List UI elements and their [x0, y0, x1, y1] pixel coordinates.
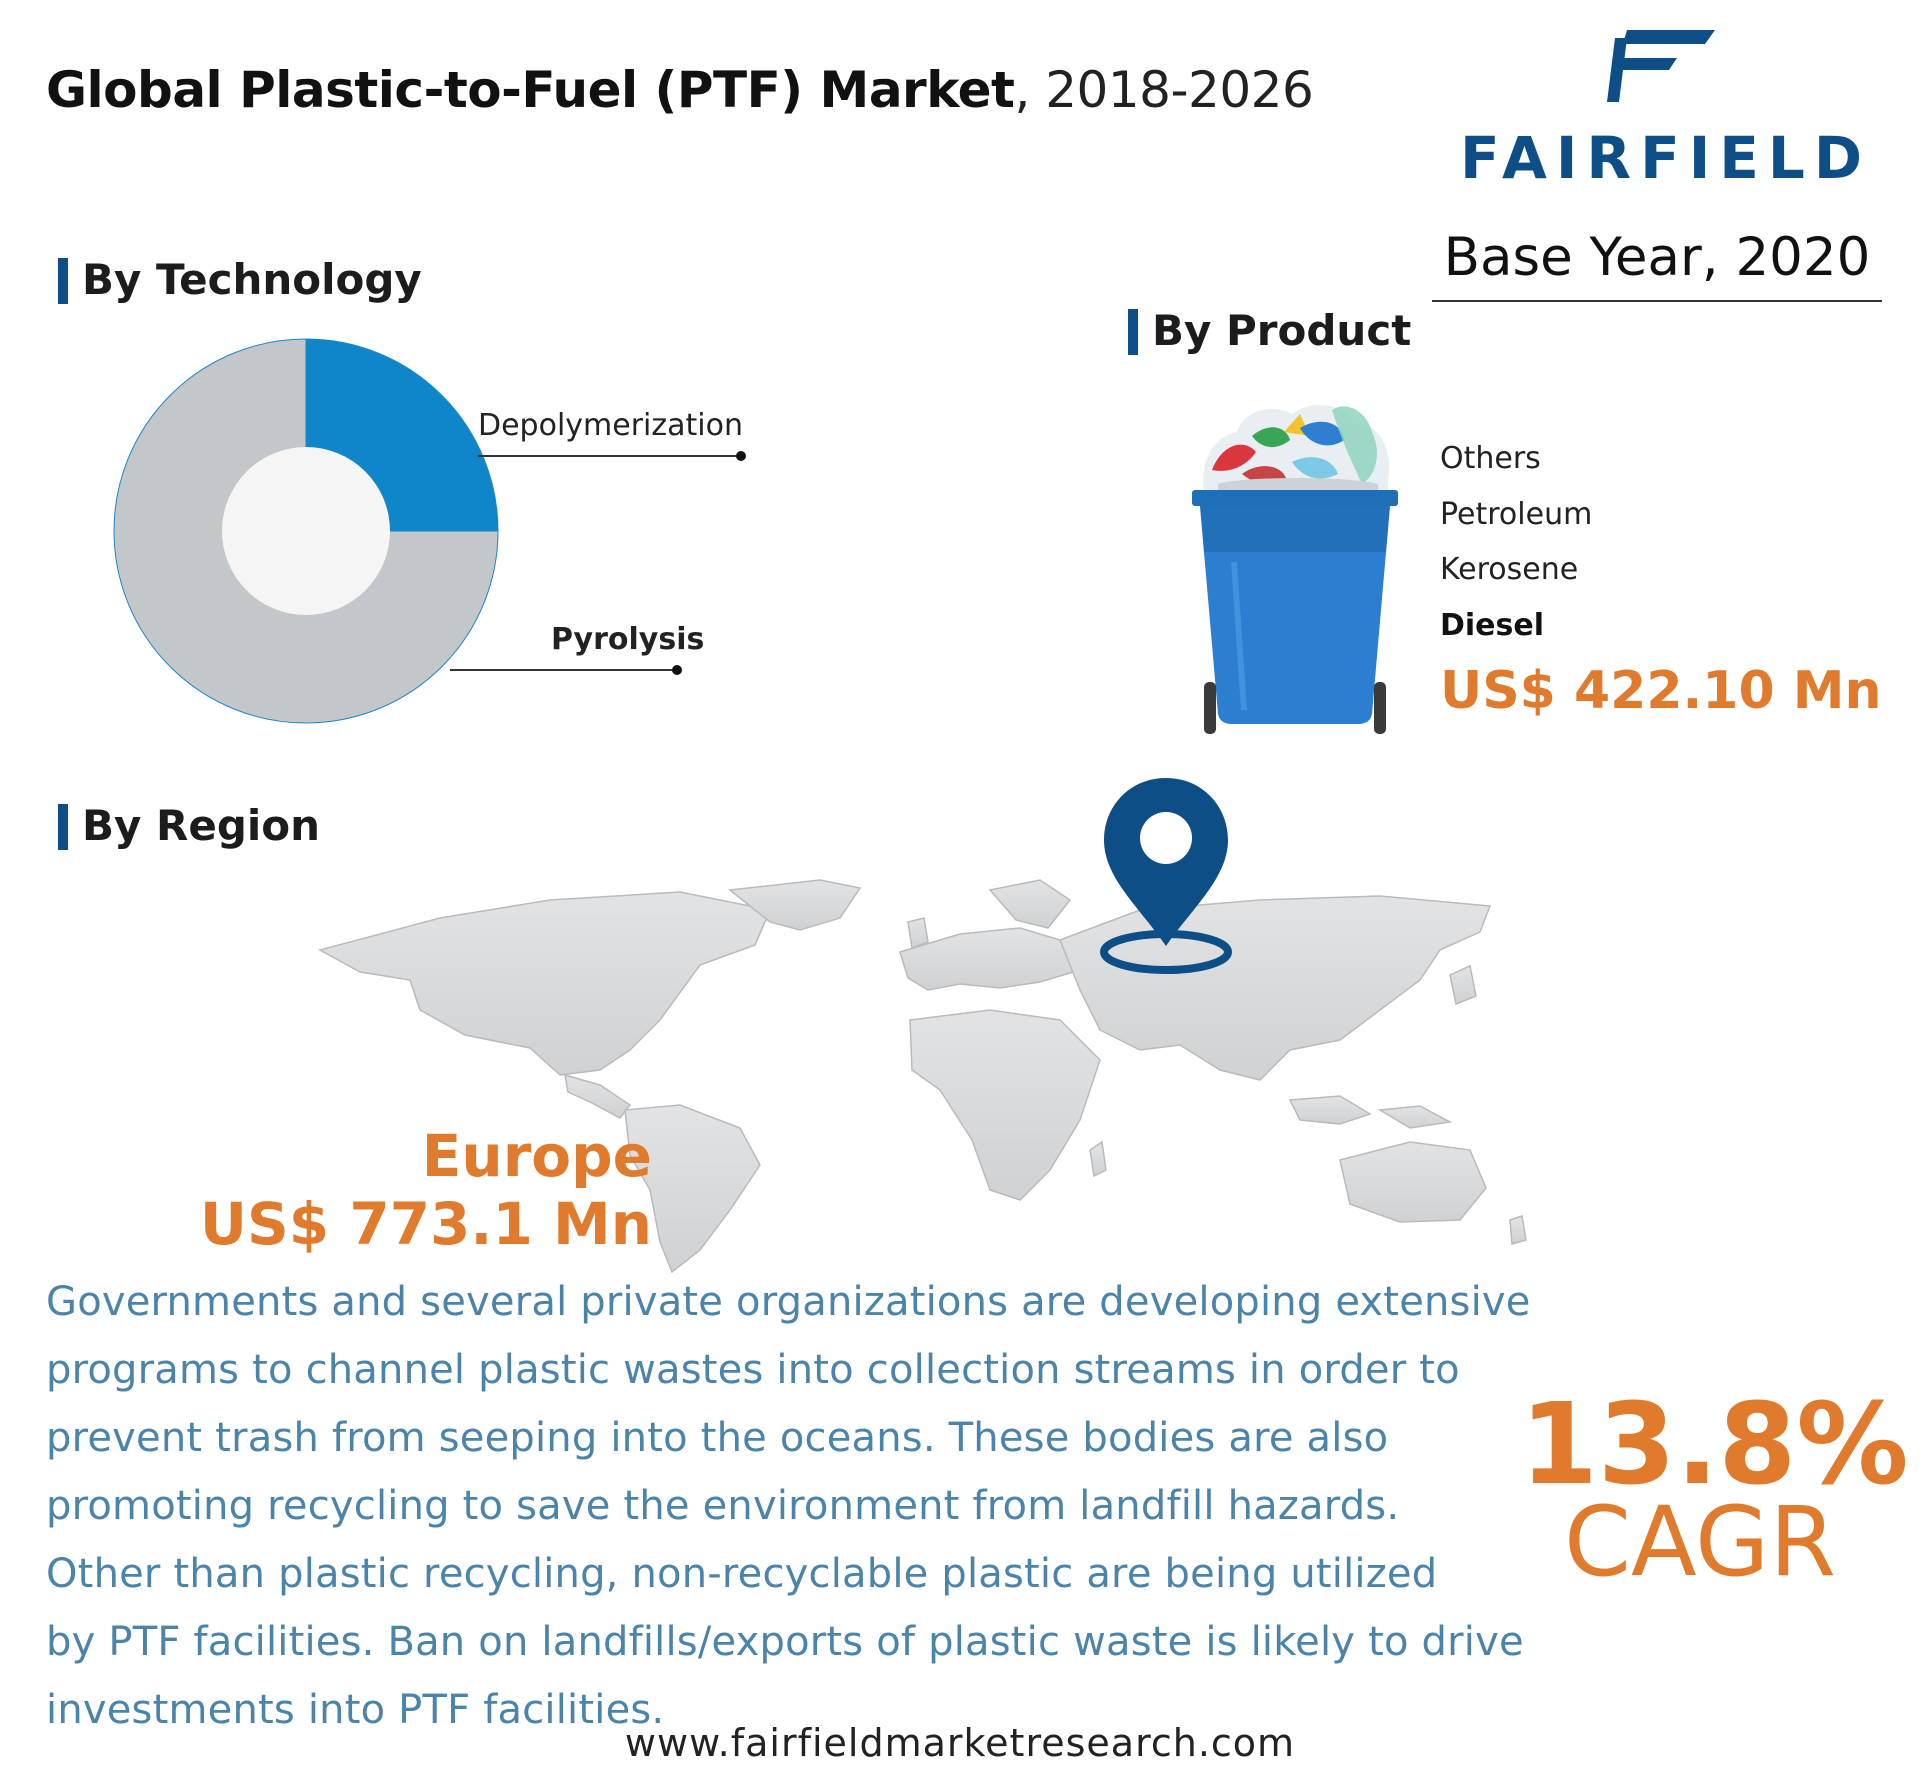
- product-item-petroleum: Petroleum: [1440, 497, 1593, 532]
- world-map: [318, 879, 1527, 1274]
- cagr-label: CAGR: [1563, 1486, 1837, 1598]
- description-line: programs to channel plastic wastes into …: [46, 1347, 1460, 1393]
- description-line: promoting recycling to save the environm…: [46, 1483, 1400, 1529]
- trash-bin-icon: [1192, 404, 1398, 734]
- brand-logo-text: FAIRFIELD: [1460, 124, 1872, 192]
- depolymerization-leader-line: [478, 451, 746, 461]
- region-value: US$ 773.1 Mn: [199, 1190, 652, 1258]
- description-line: Governments and several private organiza…: [46, 1279, 1531, 1325]
- technology-donut-chart: [113, 338, 499, 724]
- donut-hole: [222, 447, 390, 615]
- product-value: US$ 422.10 Mn: [1440, 661, 1882, 721]
- website-url[interactable]: www.fairfieldmarketresearch.com: [624, 1721, 1296, 1765]
- region-name: Europe: [421, 1122, 652, 1190]
- donut-slice-pyrolysis: [113, 338, 499, 724]
- title-years: , 2018-2026: [1014, 61, 1314, 119]
- cagr-value: 13.8%: [1520, 1380, 1909, 1510]
- base-year: Base Year, 2020: [1443, 227, 1871, 288]
- base-year-divider: [1432, 300, 1882, 302]
- section-heading-technology: By Technology: [58, 254, 422, 306]
- description-paragraph: Governments and several private organiza…: [46, 1268, 1546, 1744]
- description-line: prevent trash from seeping into the ocea…: [46, 1415, 1389, 1461]
- label-depolymerization: Depolymerization: [478, 408, 743, 443]
- section-heading-region: By Region: [58, 800, 320, 852]
- description-line: investments into PTF facilities.: [46, 1687, 665, 1733]
- product-item-others: Others: [1440, 441, 1541, 476]
- location-pin-icon: [1100, 778, 1232, 974]
- section-heading-product: By Product: [1128, 305, 1411, 357]
- fairfield-logo-icon: [1607, 30, 1715, 102]
- description-line: by PTF facilities. Ban on landfills/expo…: [46, 1619, 1524, 1665]
- title-main: Global Plastic-to-Fuel (PTF) Market: [46, 61, 1015, 119]
- product-item-kerosene: Kerosene: [1440, 552, 1579, 587]
- description-line: Other than plastic recycling, non-recycl…: [46, 1551, 1438, 1597]
- label-pyrolysis: Pyrolysis: [551, 622, 705, 657]
- product-item-diesel: Diesel: [1440, 608, 1545, 643]
- pyrolysis-leader-line: [450, 665, 682, 675]
- page-title: Global Plastic-to-Fuel (PTF) Market, 201…: [46, 58, 1314, 122]
